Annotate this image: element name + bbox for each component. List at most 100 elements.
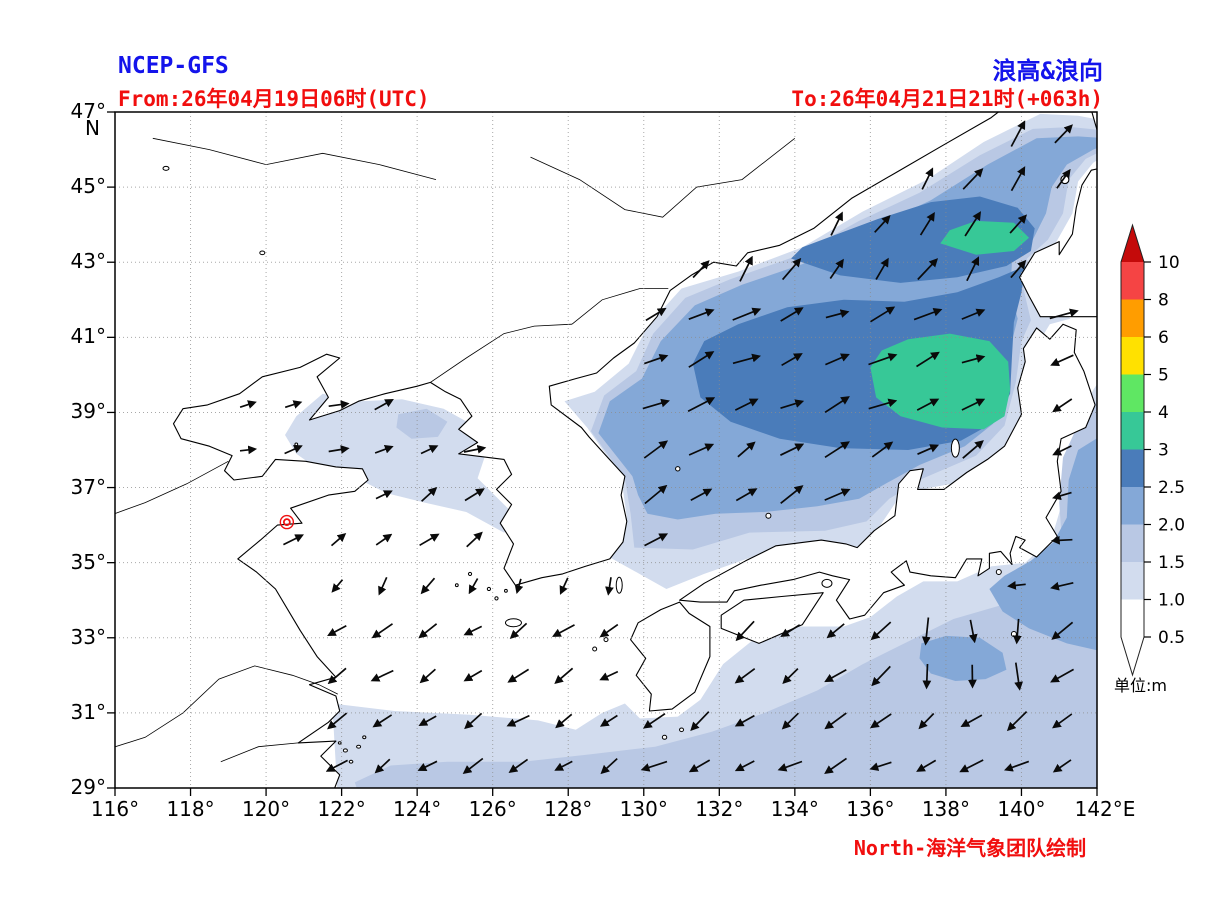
wave-arrow [1009, 214, 1027, 234]
wave-arrow [734, 760, 755, 772]
wave-arrow [463, 444, 487, 454]
wave-arrow [869, 761, 892, 771]
island [362, 735, 367, 740]
river-line [530, 137, 796, 218]
wave-arrow [781, 353, 803, 367]
colorbar-tick-label: 10 [1158, 253, 1180, 273]
wave-arrow [1050, 535, 1073, 545]
wave-arrow [284, 400, 303, 409]
map-frame [114, 111, 1098, 789]
wave-arrow [418, 715, 437, 726]
wave-arrow [961, 398, 986, 411]
lon-tick-label: 116° [90, 797, 140, 821]
wave-arrow [959, 759, 984, 773]
landmass-shikoku [720, 592, 824, 644]
wave-arrow [871, 441, 894, 458]
landmass-sakhalin [1091, 112, 1097, 132]
wave-arrow [917, 444, 940, 455]
wave-arrow [868, 398, 898, 410]
wave-arrow [690, 711, 710, 732]
wave-arrow [1056, 168, 1071, 189]
wave-arrow [732, 307, 762, 321]
lat-tick-label: 45° [70, 174, 106, 199]
lat-tick-label: 33° [70, 624, 106, 649]
wave-arrow [463, 625, 483, 636]
wave-arrow [1052, 491, 1072, 501]
wave-arrow [1010, 166, 1026, 192]
wave-arrow [419, 668, 436, 684]
wave-arrow [737, 441, 756, 458]
wave-arrow [378, 576, 388, 596]
wave-arrow [644, 353, 669, 365]
graticule-layer [115, 112, 1097, 788]
lon-tick-label: 130° [619, 797, 668, 821]
wave-arrow [824, 441, 850, 459]
lat-tick-label: 37° [70, 474, 106, 499]
island [294, 442, 299, 447]
wave-arrow [640, 760, 668, 772]
hemisphere-label: N [85, 116, 100, 140]
colorbar-over-arrow [1121, 225, 1144, 262]
wave-arrow [1050, 581, 1074, 591]
product-title: 浪高&浪向 [992, 57, 1103, 85]
wave-arrow [868, 353, 898, 366]
wave-arrow [375, 533, 393, 546]
colorbar-segment [1121, 599, 1144, 637]
wave-arrow [508, 758, 529, 774]
wave-arrow [688, 351, 715, 368]
contour-region-north-yellow-sea-spot [396, 408, 448, 439]
wave-arrow [559, 577, 569, 595]
contour-region-sea-of-japan-green-central [870, 333, 1011, 430]
wave-arrow [327, 624, 347, 637]
wave-arrow [1050, 354, 1074, 367]
lon-tick-label: 142°E [1074, 797, 1136, 821]
island [337, 741, 342, 745]
wave-arrow [645, 307, 667, 322]
wave-arrow [1010, 259, 1027, 279]
wave-arrow [780, 485, 804, 504]
wave-arrow [871, 665, 891, 687]
island [679, 727, 685, 733]
wave-arrow [239, 400, 257, 409]
river-line [152, 137, 437, 180]
wave-arrow [875, 257, 889, 280]
wave-arrow [1052, 713, 1073, 729]
island [259, 250, 266, 256]
colorbar-tick-label: 4 [1158, 403, 1169, 423]
wave-arrow [328, 445, 350, 454]
landmass-asia-mainland [115, 112, 1000, 788]
wave-arrow [372, 714, 393, 728]
wave-arrow [964, 211, 982, 237]
wave-arrow [374, 399, 394, 411]
wave-arrow [777, 760, 803, 772]
wave-arrow [830, 211, 843, 236]
landmass-kyushu [630, 601, 711, 712]
lon-tick-label: 134° [770, 797, 819, 821]
colorbar-tick-label: 1.0 [1158, 591, 1185, 611]
colorbar-segment [1121, 487, 1144, 525]
wave-arrow [825, 309, 850, 319]
lon-tick-label: 132° [695, 797, 744, 821]
marker-inner-ring [282, 518, 291, 527]
colorbar-segment [1121, 374, 1144, 412]
contour-region-pacific-east-of-honshu [989, 438, 1097, 651]
colorbar-under-arrow [1121, 637, 1144, 675]
wave-arrow [824, 712, 847, 730]
wave-arrow [284, 444, 303, 455]
wave-arrow [962, 440, 984, 459]
wave-arrow [688, 443, 715, 456]
colorbar-tick-label: 1.5 [1158, 553, 1185, 573]
wave-direction-arrow-layer [239, 120, 1079, 775]
island [592, 646, 598, 652]
landmass-honshu [679, 323, 1096, 620]
colorbar-segment [1121, 562, 1144, 600]
island [342, 748, 348, 753]
wave-arrow [780, 443, 805, 456]
contour-region-nw-pacific-south-band [354, 568, 1097, 788]
wave-arrow [462, 757, 484, 775]
wave-arrow [418, 623, 438, 639]
model-title: NCEP-GFS [118, 53, 229, 79]
wave-arrow [327, 667, 347, 685]
lat-tick-label: 41° [70, 324, 106, 349]
